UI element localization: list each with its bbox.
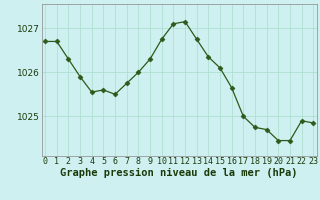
X-axis label: Graphe pression niveau de la mer (hPa): Graphe pression niveau de la mer (hPa) <box>60 168 298 178</box>
